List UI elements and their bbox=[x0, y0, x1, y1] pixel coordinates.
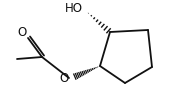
Text: O: O bbox=[59, 72, 69, 84]
Text: HO: HO bbox=[65, 2, 83, 15]
Text: O: O bbox=[17, 25, 27, 38]
